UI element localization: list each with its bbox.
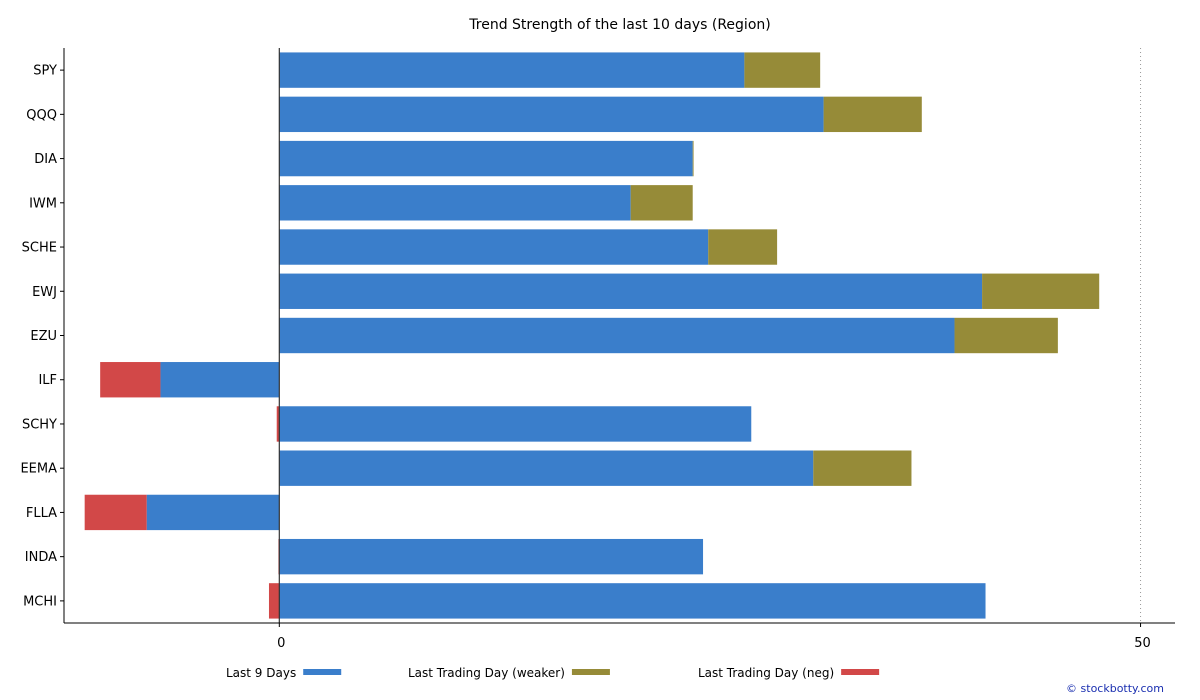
y-tick-label-eema: EEMA <box>20 462 57 477</box>
y-tick-label-ewj: EWJ <box>32 285 57 300</box>
legend-item-last-trading-day-weaker: Last Trading Day (weaker) <box>408 666 610 680</box>
x-tick-label-50: 50 <box>1134 636 1151 651</box>
legend-item-last-9-days: Last 9 Days <box>226 666 342 680</box>
bar-iwm-last-9-days <box>279 185 631 221</box>
bar-sche-last-9-days <box>279 229 709 265</box>
bar-ewj-last-trading-day-weaker <box>982 273 1100 309</box>
y-tick-label-iwm: IWM <box>29 196 57 211</box>
bars-layer <box>84 52 1100 619</box>
bar-dia-last-trading-day-weaker <box>692 140 694 177</box>
legend-label-last-trading-day-weaker: Last Trading Day (weaker) <box>408 666 565 680</box>
bar-spy-last-trading-day-weaker <box>744 52 821 88</box>
y-tick-label-dia: DIA <box>34 152 57 167</box>
bar-ilf-last-9-days <box>160 362 280 398</box>
legend-swatch-last-trading-day-weaker <box>571 669 610 675</box>
copyright-credit: © stockbotty.com <box>1066 682 1164 695</box>
y-tick-label-mchi: MCHI <box>23 594 57 609</box>
bar-mchi-last-trading-day-neg <box>268 583 280 619</box>
bar-inda-last-9-days <box>279 538 704 575</box>
chart-title: Trend Strength of the last 10 days (Regi… <box>468 17 770 33</box>
legend: Last 9 Days Last Trading Day (weaker) Last… <box>226 666 880 680</box>
bar-schy-last-trading-day-neg <box>276 406 280 442</box>
y-tick-label-qqq: QQQ <box>26 108 57 123</box>
legend-swatch-last-9-days <box>303 669 342 675</box>
bar-ewj-last-9-days <box>279 273 983 309</box>
bar-ilf-last-trading-day-neg <box>100 362 161 398</box>
bar-dia-last-9-days <box>279 140 693 177</box>
bar-qqq-last-trading-day-weaker <box>823 96 922 133</box>
bar-schy-last-9-days <box>279 406 752 442</box>
bar-flla-last-trading-day-neg <box>84 494 147 531</box>
y-tick-label-inda: INDA <box>25 550 57 565</box>
bar-iwm-last-trading-day-weaker <box>630 185 693 221</box>
y-tick-label-spy: SPY <box>33 64 57 79</box>
bar-ezu-last-trading-day-weaker <box>954 317 1058 354</box>
legend-label-last-9-days: Last 9 Days <box>226 666 296 680</box>
bar-spy-last-9-days <box>279 52 745 88</box>
legend-swatch-last-trading-day-neg <box>841 669 880 675</box>
y-tick-label-ilf: ILF <box>38 373 57 388</box>
bar-eema-last-trading-day-weaker <box>813 450 912 486</box>
legend-item-last-trading-day-neg: Last Trading Day (neg) <box>698 666 880 680</box>
legend-label-last-trading-day-neg: Last Trading Day (neg) <box>698 666 834 680</box>
bar-mchi-last-9-days <box>279 583 986 619</box>
bar-sche-last-trading-day-weaker <box>708 229 778 265</box>
y-tick-label-schy: SCHY <box>22 417 57 432</box>
bar-flla-last-9-days <box>146 494 280 531</box>
axes-layer: SPY QQQ DIA IWM SCHE EWJ EZU ILF SCHY EEMA FLLA IND… <box>20 48 1175 651</box>
x-tick-label-0: 0 <box>277 636 285 651</box>
bar-qqq-last-9-days <box>279 96 824 133</box>
bar-eema-last-9-days <box>279 450 814 486</box>
y-tick-label-flla: FLLA <box>26 506 57 521</box>
y-tick-label-ezu: EZU <box>30 329 57 344</box>
bar-ezu-last-9-days <box>279 317 955 354</box>
y-tick-label-sche: SCHE <box>22 241 57 256</box>
